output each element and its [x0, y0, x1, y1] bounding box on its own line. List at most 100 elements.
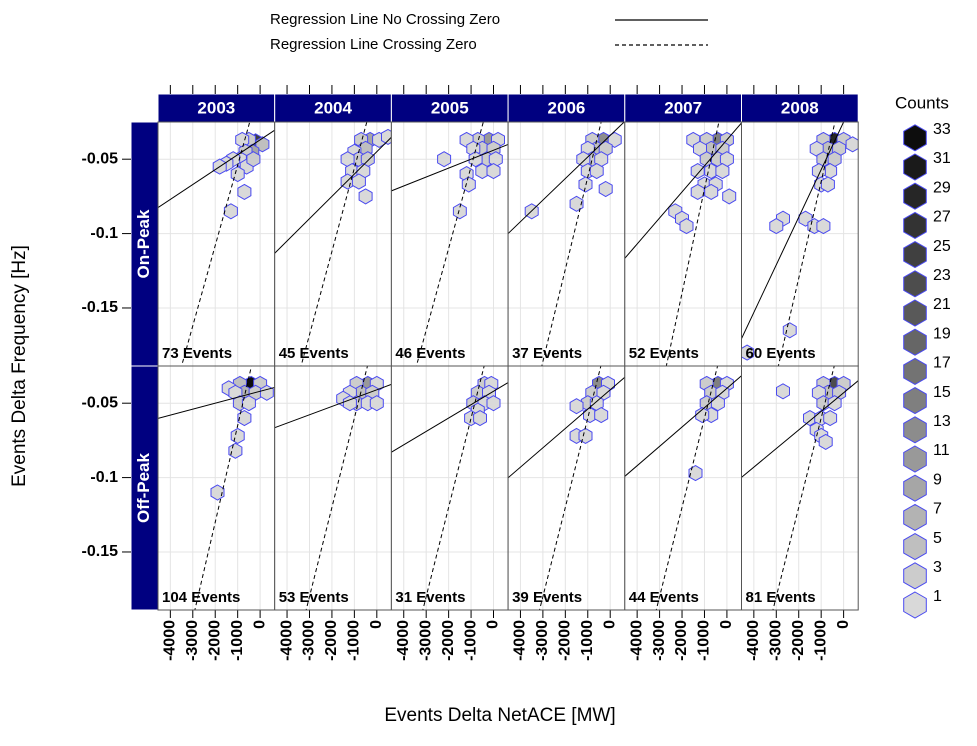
hexbin: [715, 163, 730, 180]
hexbin: [594, 407, 609, 424]
hexbin: [381, 128, 392, 145]
regression-line-zero: [300, 122, 368, 366]
counts-swatch: [903, 124, 927, 152]
event-count: 53 Events: [279, 589, 349, 606]
counts-label: 5: [933, 530, 942, 547]
regression-line: [274, 136, 392, 254]
regression-line: [158, 129, 275, 208]
panel-content: [274, 122, 392, 366]
x-tick-label: -1000: [696, 620, 713, 661]
hexbin: [690, 163, 705, 180]
regression-line-zero: [422, 366, 485, 610]
row-label: Off-Peak: [134, 453, 153, 523]
counts-label: 33: [933, 121, 951, 138]
regression-line: [158, 386, 275, 419]
hexbin: [486, 395, 501, 412]
row-label: On-Peak: [134, 209, 153, 279]
counts-swatch: [903, 533, 927, 561]
counts-swatch: [903, 328, 927, 356]
hexbin: [237, 410, 252, 427]
counts-label: 15: [933, 384, 951, 401]
y-tick-label: -0.15: [82, 543, 119, 560]
x-tick-label: -3000: [184, 620, 201, 661]
x-tick-label: -4000: [395, 620, 412, 661]
x-tick-label: -3000: [417, 620, 434, 661]
counts-label: 3: [933, 559, 942, 576]
counts-label: 25: [933, 238, 951, 255]
x-tick-label: -1000: [462, 620, 479, 661]
x-tick-label: -4000: [628, 620, 645, 661]
panel-content: [508, 122, 625, 366]
regression-line: [741, 122, 845, 339]
x-tick-label: -2000: [557, 620, 574, 661]
hexbin: [845, 136, 859, 153]
hexbin: [223, 203, 238, 220]
event-count: 44 Events: [629, 589, 699, 606]
counts-label: 29: [933, 179, 951, 196]
y-tick-label: -0.1: [90, 225, 118, 242]
hexbin: [241, 395, 256, 412]
event-count: 37 Events: [512, 345, 582, 362]
y-tick-label: -0.1: [90, 469, 118, 486]
hexbin: [351, 173, 366, 190]
event-count: 46 Events: [395, 345, 465, 362]
hexbin: [782, 322, 797, 339]
legend-label: Regression Line No Crossing Zero: [270, 11, 500, 28]
x-tick-label: -1000: [346, 620, 363, 661]
regression-line-zero: [305, 366, 368, 610]
hexbin: [473, 410, 487, 427]
column-strip: [390, 93, 509, 123]
hexbin: [607, 131, 622, 148]
hexbin: [589, 163, 604, 180]
hexbin: [704, 183, 719, 200]
hexbin: [690, 183, 705, 200]
panel-content: [391, 122, 509, 366]
counts-title: Counts: [895, 93, 949, 112]
regression-line-zero: [539, 366, 602, 610]
x-tick-label: -4000: [278, 620, 295, 661]
x-tick-label: 0: [485, 620, 502, 629]
x-tick-label: -2000: [323, 620, 340, 661]
hexbin: [486, 163, 501, 180]
x-tick-label: -1000: [812, 620, 829, 661]
event-count: 45 Events: [279, 345, 349, 362]
legend-label: Regression Line Crossing Zero: [270, 36, 477, 53]
regression-line: [391, 382, 509, 453]
counts-label: 21: [933, 296, 951, 313]
hexbin: [776, 383, 790, 400]
column-strip: [741, 93, 859, 123]
x-tick-label: -4000: [512, 620, 529, 661]
regression-line-zero: [655, 366, 719, 610]
regression-line: [508, 376, 625, 479]
counts-swatch: [903, 503, 927, 531]
column-label: 2007: [664, 98, 702, 117]
x-tick-label: -4000: [745, 620, 762, 661]
counts-swatch: [903, 299, 927, 327]
regression-line-zero: [541, 122, 602, 366]
panel-content: [508, 366, 625, 610]
counts-swatch: [903, 270, 927, 298]
hexbin: [827, 395, 842, 412]
hexbin: [818, 433, 833, 450]
counts-swatch: [903, 153, 927, 181]
hexbin: [816, 218, 831, 235]
y-tick-label: -0.05: [82, 150, 119, 167]
hexbin: [820, 176, 835, 193]
event-count: 81 Events: [746, 589, 816, 606]
event-count: 52 Events: [629, 345, 699, 362]
counts-label: 27: [933, 209, 951, 226]
hexbin: [679, 218, 694, 235]
x-tick-label: -4000: [162, 620, 179, 661]
x-tick-label: -3000: [651, 620, 668, 661]
hexbin: [259, 384, 274, 401]
column-strip: [507, 93, 626, 123]
counts-swatch: [903, 591, 927, 619]
counts-label: 19: [933, 325, 951, 342]
x-tick-label: 0: [718, 620, 735, 629]
hexbin: [569, 398, 584, 415]
counts-label: 7: [933, 501, 942, 518]
panel: [508, 366, 625, 610]
column-label: 2008: [781, 98, 819, 117]
row-strip: [130, 365, 159, 611]
